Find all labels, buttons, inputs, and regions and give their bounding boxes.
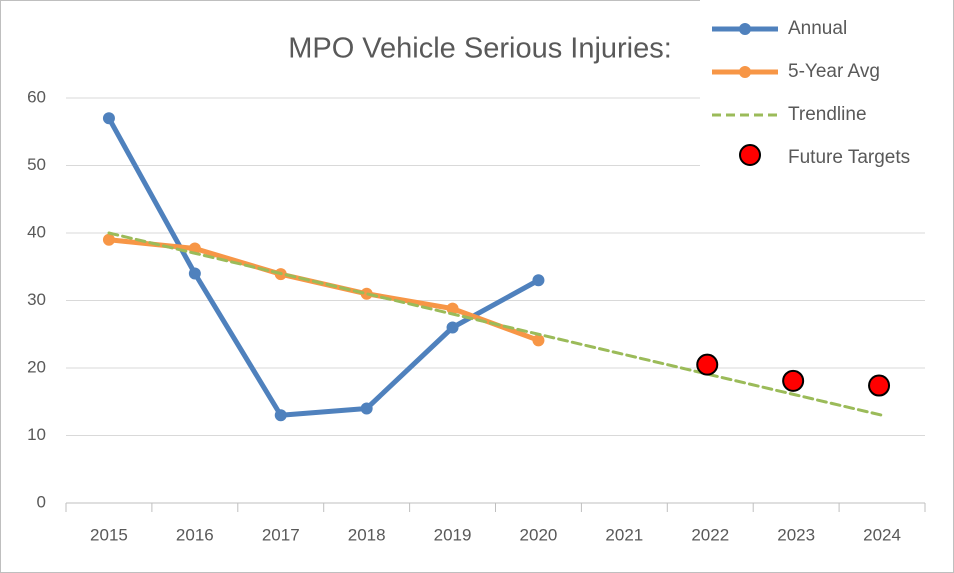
y-tick-label: 0 — [37, 492, 46, 511]
y-tick-label: 30 — [27, 290, 46, 309]
x-tick-label: 2024 — [863, 525, 901, 544]
chart-title: MPO Vehicle Serious Injuries: — [288, 33, 672, 65]
legend-label: 5-Year Avg — [788, 61, 880, 82]
point-marker — [532, 334, 545, 347]
x-tick-label: 2020 — [520, 525, 558, 544]
point-marker — [446, 321, 459, 334]
grid: 0 10 20 30 40 50 60 2015 2016 2017 2018 2019 2020 202… — [27, 87, 926, 544]
x-tick-label: 2015 — [90, 525, 128, 544]
legend: Annual 5-Year Avg Trendline Future Targets — [700, 0, 953, 175]
x-tick-label: 2022 — [691, 525, 729, 544]
x-tick-label: 2019 — [434, 525, 472, 544]
y-tick-label: 60 — [27, 87, 46, 106]
x-tick-label: 2018 — [348, 525, 386, 544]
legend-label: Trendline — [788, 104, 867, 125]
x-tick-label: 2023 — [777, 525, 815, 544]
target-marker — [868, 374, 891, 397]
y-tick-label: 10 — [27, 425, 46, 444]
plot — [102, 112, 891, 422]
x-tick-label: 2021 — [605, 525, 643, 544]
point-marker — [360, 402, 373, 415]
legend-symbol — [739, 66, 751, 78]
point-marker — [446, 302, 459, 315]
legend-symbol — [739, 23, 751, 35]
x-tick-label: 2017 — [262, 525, 300, 544]
x-tick-label: 2016 — [176, 525, 214, 544]
legend-label: Future Targets — [788, 147, 910, 168]
y-tick-label: 20 — [27, 357, 46, 376]
point-marker — [274, 409, 287, 422]
legend-symbol — [739, 144, 761, 166]
y-tick-label: 50 — [27, 155, 46, 174]
point-marker — [102, 233, 115, 246]
point-marker — [102, 112, 115, 125]
target-marker — [782, 369, 805, 392]
series-line — [106, 237, 541, 343]
point-marker — [188, 267, 201, 280]
series-line — [107, 231, 884, 417]
target-marker — [696, 353, 719, 376]
y-tick-label: 40 — [27, 222, 46, 241]
point-marker — [532, 274, 545, 287]
legend-label: Annual — [788, 18, 847, 39]
